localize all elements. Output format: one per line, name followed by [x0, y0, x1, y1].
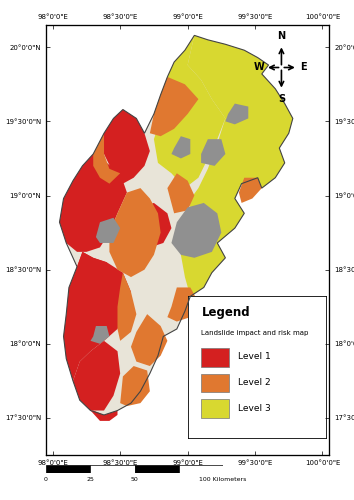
Bar [135, 465, 179, 472]
Polygon shape [73, 341, 120, 410]
Polygon shape [64, 252, 131, 381]
Text: W: W [254, 62, 265, 72]
Polygon shape [109, 188, 161, 277]
Polygon shape [59, 36, 293, 415]
Text: S: S [278, 94, 285, 104]
Polygon shape [171, 203, 221, 258]
Polygon shape [239, 178, 262, 203]
Text: E: E [300, 62, 307, 72]
Polygon shape [171, 136, 190, 158]
Polygon shape [167, 288, 198, 322]
Polygon shape [201, 139, 225, 166]
Polygon shape [225, 104, 248, 124]
Polygon shape [118, 272, 136, 341]
Bar [46, 465, 90, 472]
Polygon shape [91, 326, 109, 344]
Polygon shape [93, 133, 120, 184]
Polygon shape [181, 36, 293, 296]
Polygon shape [59, 154, 127, 252]
Polygon shape [104, 110, 150, 184]
Polygon shape [91, 410, 118, 421]
Polygon shape [73, 252, 113, 317]
Polygon shape [150, 77, 198, 136]
Polygon shape [167, 174, 194, 214]
Polygon shape [120, 366, 150, 406]
Bar [179, 465, 223, 472]
Polygon shape [96, 218, 120, 243]
Bar [90, 465, 135, 472]
Text: N: N [278, 32, 285, 42]
Polygon shape [154, 36, 225, 188]
Polygon shape [131, 203, 171, 248]
Polygon shape [131, 314, 167, 366]
